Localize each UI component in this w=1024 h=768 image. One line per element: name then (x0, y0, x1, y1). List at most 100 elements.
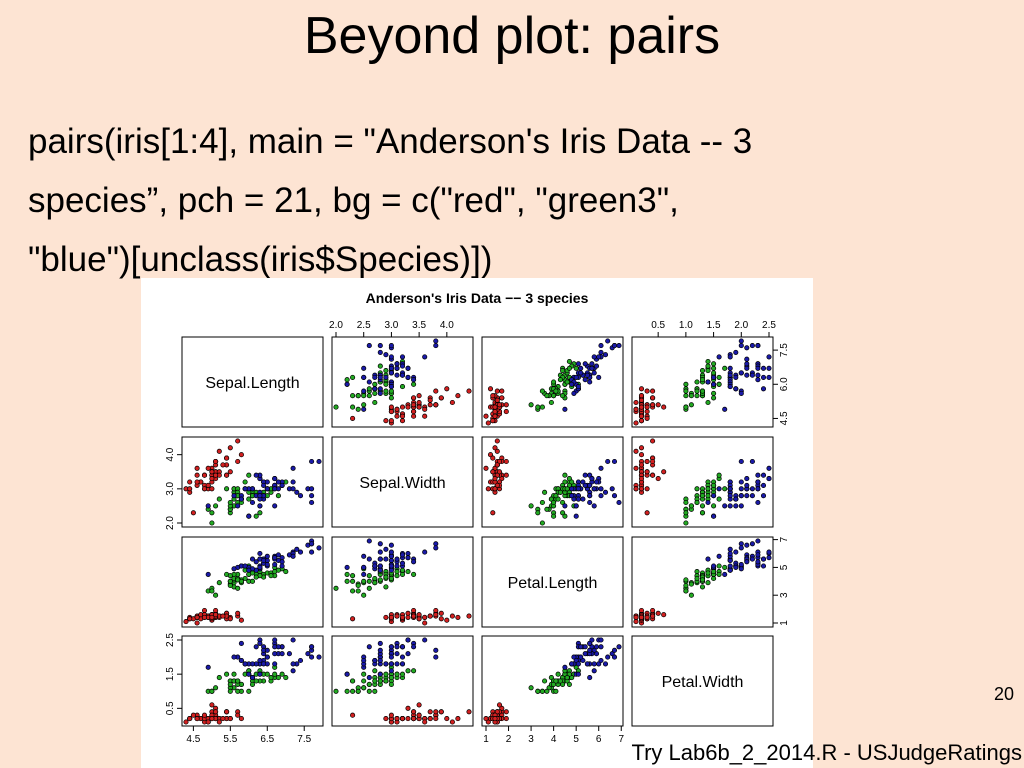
data-point (309, 549, 315, 555)
data-point (394, 671, 400, 677)
data-point (644, 486, 650, 492)
data-point (388, 409, 394, 415)
data-point (377, 349, 383, 355)
data-point (246, 496, 252, 502)
data-point (235, 688, 241, 694)
data-point (272, 637, 278, 643)
data-point (755, 538, 761, 544)
data-point (257, 510, 263, 516)
data-point (427, 402, 433, 408)
data-point (553, 678, 559, 684)
data-point (249, 556, 256, 562)
data-point (366, 379, 372, 385)
data-point (355, 393, 361, 399)
data-point (366, 644, 372, 650)
data-point (650, 438, 656, 444)
data-point (655, 402, 661, 408)
data-point (562, 479, 568, 485)
data-point (738, 541, 744, 547)
data-point (231, 493, 237, 499)
data-point (205, 571, 211, 577)
data-point (405, 404, 411, 410)
data-point (366, 578, 372, 584)
data-point (548, 399, 554, 406)
variable-label: Petal.Width (662, 674, 744, 691)
data-point (372, 374, 378, 380)
data-point (361, 671, 367, 677)
data-point (535, 688, 541, 694)
data-point (727, 503, 733, 509)
data-point (738, 370, 744, 376)
data-point (455, 393, 461, 399)
data-point (294, 546, 300, 552)
data-point (638, 418, 645, 424)
tick-label: 6 (596, 734, 602, 745)
data-point (224, 455, 230, 461)
data-point (544, 506, 550, 512)
data-point (433, 612, 439, 618)
data-point (755, 479, 761, 485)
data-point (220, 716, 226, 722)
data-point (290, 486, 296, 492)
tick-label: 4 (551, 734, 557, 745)
data-point (557, 678, 563, 684)
data-point (611, 458, 618, 465)
data-point (485, 420, 491, 426)
data-point (575, 671, 581, 677)
data-point (591, 668, 597, 674)
data-point (399, 661, 406, 667)
data-point (297, 493, 304, 499)
data-point (539, 520, 545, 526)
data-point (591, 486, 597, 492)
data-point (405, 569, 411, 575)
tick-label: 5 (573, 734, 579, 745)
data-point (394, 413, 400, 419)
data-point (650, 395, 656, 401)
data-point (394, 716, 400, 722)
data-point (249, 578, 256, 584)
data-point (694, 388, 700, 394)
tick-label: 3 (779, 592, 790, 598)
data-point (566, 365, 572, 371)
data-point (411, 413, 417, 419)
data-point (249, 681, 256, 687)
data-point (399, 384, 406, 390)
data-point (422, 406, 428, 412)
data-point (560, 368, 566, 374)
data-point (344, 377, 350, 383)
data-point (733, 386, 739, 392)
data-point (383, 584, 389, 590)
data-point (766, 365, 772, 371)
data-point (492, 409, 498, 415)
data-point (661, 404, 667, 410)
data-point (490, 455, 496, 461)
data-point (749, 372, 755, 378)
data-point (405, 668, 411, 674)
data-point (183, 619, 189, 625)
data-point (487, 386, 494, 392)
data-point (633, 486, 639, 492)
data-point (194, 465, 200, 471)
data-point (683, 381, 689, 387)
data-point (238, 617, 244, 623)
data-point (246, 688, 252, 694)
data-point (705, 368, 711, 374)
data-point (542, 678, 548, 684)
data-point (261, 647, 267, 653)
data-point (589, 637, 595, 643)
data-point (503, 409, 509, 415)
data-point (350, 393, 356, 399)
data-point (355, 588, 361, 594)
data-point (582, 644, 588, 650)
data-point (433, 545, 439, 551)
data-point (383, 574, 389, 580)
panel-frame (481, 336, 624, 428)
data-point (705, 570, 711, 576)
data-point (727, 372, 733, 378)
data-point (598, 493, 604, 499)
data-point (760, 472, 767, 478)
data-point (388, 404, 394, 410)
data-point (249, 499, 256, 506)
data-point (557, 377, 563, 383)
data-point (235, 678, 241, 684)
